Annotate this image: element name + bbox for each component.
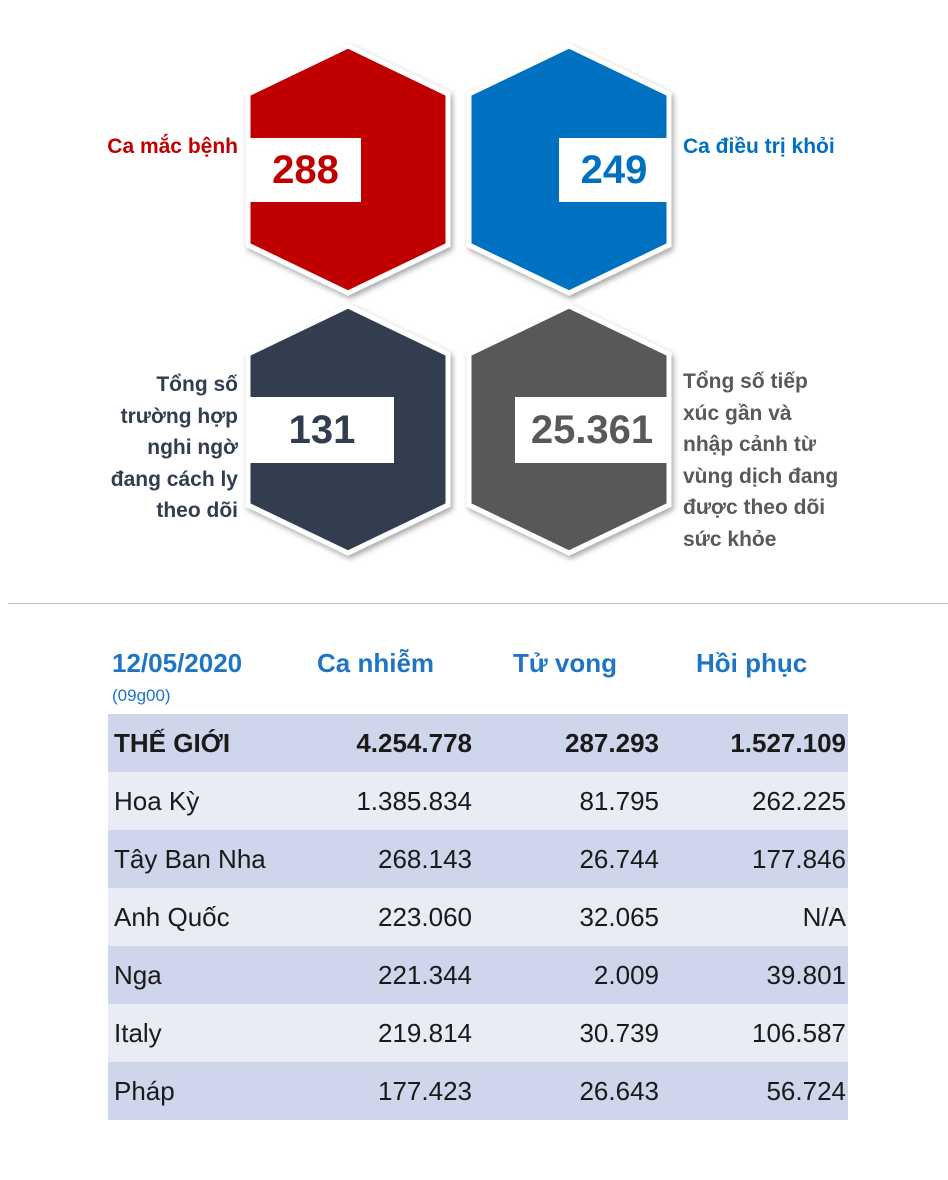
suspected-label: Tổng số trường hợp nghi ngờ đang cách ly… xyxy=(60,369,238,527)
country-name: Tây Ban Nha xyxy=(114,843,266,874)
table-row: Italy 219.814 30.739 106.587 xyxy=(108,1004,848,1062)
suspected-label-line: trường hợp xyxy=(120,404,238,428)
recovered-value: 249 xyxy=(559,138,669,202)
country-name: Nga xyxy=(114,959,162,990)
country-name: Hoa Kỳ xyxy=(114,785,200,816)
country-name: THẾ GIỚI xyxy=(114,727,231,758)
header-recovered: Hồi phục xyxy=(696,648,808,678)
contacts-label-line: nhập cảnh từ xyxy=(683,433,817,456)
suspected-label-line: Tổng số xyxy=(156,373,238,396)
deaths-cell: 26.643 xyxy=(579,1075,659,1106)
country-name: Pháp xyxy=(114,1075,175,1106)
country-name: Italy xyxy=(114,1017,162,1048)
cases-cell: 221.344 xyxy=(378,959,472,990)
deaths-cell: 287.293 xyxy=(565,727,659,758)
suspected-label-line: theo dõi xyxy=(156,499,238,522)
header-deaths: Tử vong xyxy=(513,648,618,678)
recovered-cell: N/A xyxy=(802,901,846,932)
recovered-cell: 1.527.109 xyxy=(730,727,846,758)
table-row: Tây Ban Nha 268.143 26.744 177.846 xyxy=(108,830,848,888)
cases-cell: 4.254.778 xyxy=(356,727,472,758)
contacts-label-line: xúc gần và xyxy=(683,401,792,425)
contacts-value: 25.361 xyxy=(515,397,669,463)
recovered-cell: 177.846 xyxy=(752,843,846,874)
suspected-value: 131 xyxy=(250,397,394,463)
contacts-label-line: Tổng số tiếp xyxy=(683,370,808,393)
recovered-cell: 106.587 xyxy=(752,1017,846,1048)
contacts-label-line: sức khỏe xyxy=(683,527,777,551)
deaths-cell: 81.795 xyxy=(579,785,659,816)
recovered-label: Ca điều trị khỏi xyxy=(683,135,835,158)
table-row: Hoa Kỳ 1.385.834 81.795 262.225 xyxy=(108,772,848,830)
deaths-cell: 32.065 xyxy=(579,901,659,932)
suspected-label-line: đang cách ly xyxy=(110,467,238,491)
cases-cell: 219.814 xyxy=(378,1017,472,1048)
deaths-cell: 30.739 xyxy=(579,1017,659,1048)
cases-cell: 1.385.834 xyxy=(356,785,472,816)
table-time: (09g00) xyxy=(112,686,171,705)
cases-label: Ca mắc bệnh xyxy=(107,135,238,158)
table-row: Anh Quốc 223.060 32.065 N/A xyxy=(108,888,848,946)
table-row: Nga 221.344 2.009 39.801 xyxy=(108,946,848,1004)
table-row: Pháp 177.423 26.643 56.724 xyxy=(108,1062,848,1120)
table-row-world: THẾ GIỚI 4.254.778 287.293 1.527.109 xyxy=(108,714,848,772)
recovered-cell: 262.225 xyxy=(752,785,846,816)
deaths-cell: 2.009 xyxy=(593,959,659,990)
cases-cell: 268.143 xyxy=(378,843,472,874)
deaths-cell: 26.744 xyxy=(579,843,659,874)
contacts-label-line: được theo dõi xyxy=(683,496,826,519)
recovered-cell: 56.724 xyxy=(766,1075,846,1106)
stats-table: THẾ GIỚI 4.254.778 287.293 1.527.109 Hoa… xyxy=(108,714,848,1120)
contacts-label: Tổng số tiếp xúc gần và nhập cảnh từ vùn… xyxy=(683,366,943,555)
country-name: Anh Quốc xyxy=(114,901,230,932)
contacts-label-line: vùng dịch đang xyxy=(683,464,839,488)
cases-value: 288 xyxy=(250,138,361,202)
table-date: 12/05/2020 xyxy=(112,648,243,678)
recovered-cell: 39.801 xyxy=(766,959,846,990)
section-divider xyxy=(8,603,948,604)
header-cases: Ca nhiễm xyxy=(317,648,435,678)
suspected-label-line: nghi ngờ xyxy=(147,436,238,459)
cases-cell: 177.423 xyxy=(378,1075,472,1106)
cases-cell: 223.060 xyxy=(378,901,472,932)
